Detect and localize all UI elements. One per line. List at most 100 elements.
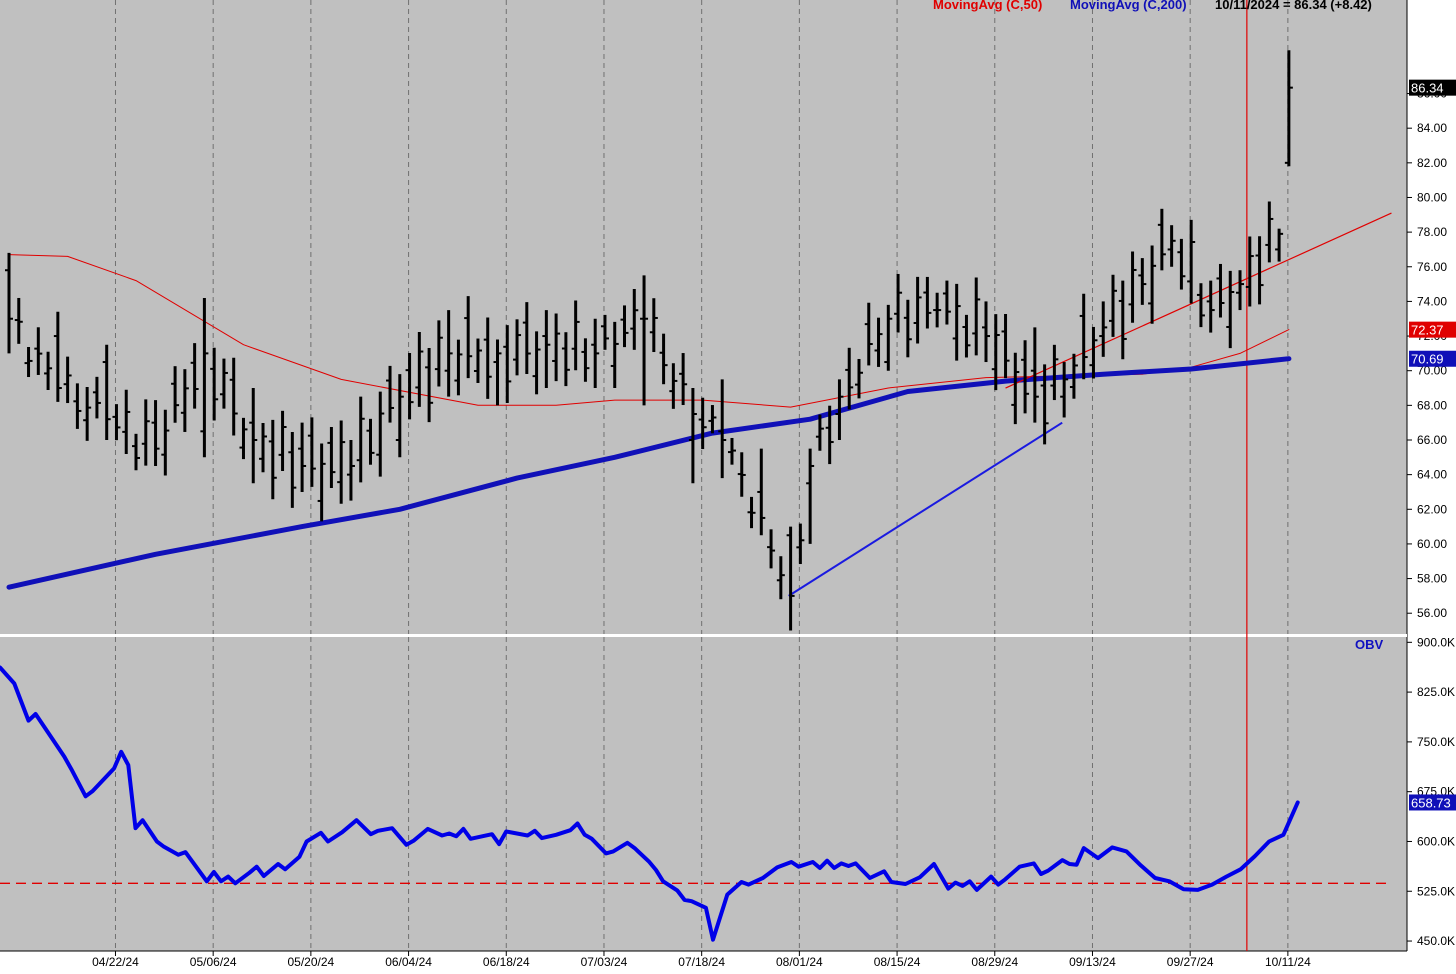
ohlc-bar (434, 320, 443, 387)
ohlc-bar (884, 304, 893, 371)
ohlc-bar (1118, 280, 1127, 360)
ohlc-bar (1060, 362, 1069, 418)
x-tick-label: 09/13/24 (1069, 955, 1116, 969)
y-tick-label: 825.0K (1417, 685, 1455, 699)
value-tag: 658.73 (1409, 794, 1456, 811)
ohlc-bar (1069, 353, 1078, 399)
ohlc-bar (249, 388, 258, 484)
ohlc-bar (83, 387, 92, 441)
ohlc-bar (327, 426, 336, 489)
trendline (788, 421, 1063, 597)
ohlc-bar (1245, 236, 1254, 307)
ohlc-bar (268, 419, 277, 500)
ohlc-bar (493, 339, 502, 406)
ohlc-bar (815, 414, 824, 451)
ohlc-bar (405, 352, 414, 420)
ohlc-bar (786, 526, 795, 631)
value-tag-bg (1409, 794, 1456, 811)
ohlc-bar (229, 357, 238, 436)
ohlc-bar (1128, 251, 1137, 323)
x-tick-label: 04/22/24 (92, 955, 139, 969)
ohlc-bar (473, 338, 482, 383)
ohlc-bar (1001, 314, 1010, 379)
ohlc-bar (982, 301, 990, 363)
ohlc-bar (640, 275, 649, 406)
legend-ma200: MovingAvg (C,200) (1070, 0, 1187, 12)
ohlc-bar (962, 314, 971, 358)
ohlc-bar (854, 358, 863, 399)
ohlc-bar (1177, 238, 1186, 290)
y-tick-label: 70.00 (1417, 364, 1447, 378)
ohlc-bar (307, 417, 316, 487)
price-panel-background (0, 0, 1407, 634)
value-tag: 70.69 (1409, 350, 1456, 367)
y-tick-label: 74.00 (1417, 294, 1447, 308)
ohlc-bar (806, 448, 815, 544)
ohlc-bar (620, 305, 629, 348)
ohlc-bar (1109, 274, 1118, 337)
ohlc-bar (298, 422, 307, 492)
y-tick-label: 76.00 (1417, 260, 1447, 274)
x-tick-label: 07/18/24 (678, 955, 725, 969)
x-tick-label: 09/27/24 (1167, 955, 1214, 969)
ohlc-bar (688, 388, 697, 484)
ohlc-bar (522, 302, 531, 374)
ohlc-bar (53, 311, 62, 402)
obv-lines (0, 665, 1300, 942)
ohlc-bar (1089, 326, 1098, 379)
legend-ma50: MovingAvg (C,50) (933, 0, 1042, 12)
y-tick-label: 62.00 (1417, 502, 1447, 516)
y-tick-label: 750.0K (1417, 735, 1455, 749)
ohlc-bar (122, 389, 131, 455)
ohlc-bar (1236, 270, 1245, 311)
x-axis-background (0, 951, 1456, 974)
ohlc-bar (747, 496, 756, 529)
ohlc-bar (659, 333, 668, 385)
ohlc-bar (5, 252, 13, 354)
y-tick-label: 84.00 (1417, 121, 1447, 135)
ohlc-bar (923, 276, 932, 329)
value-tag-bg (1409, 321, 1456, 338)
ohlc-bar (219, 358, 228, 409)
ohlc-bar (444, 310, 453, 397)
x-axis-ticks: 04/22/24 05/06/24 05/20/24 06/04/24 06/18/24… (92, 951, 1311, 969)
x-tick-label: 07/03/24 (581, 955, 628, 969)
ohlc-bar (767, 529, 776, 569)
x-tick-label: 08/01/24 (776, 955, 823, 969)
ohlc-bar (1138, 258, 1147, 305)
ohlc-bar (112, 404, 121, 441)
ohlc-bar (151, 400, 160, 466)
ohlc-bar (239, 417, 248, 460)
ohlc-bar (1011, 352, 1020, 425)
y-tick-label: 66.00 (1417, 433, 1447, 447)
y-tick-label: 60.00 (1417, 537, 1447, 551)
y-tick-label: 56.00 (1417, 606, 1447, 620)
ohlc-bar (825, 405, 834, 465)
y-tick-label: 68.00 (1417, 398, 1447, 412)
ohlc-bar (288, 432, 297, 508)
ohlc-bar (630, 289, 639, 350)
ohlc-bar (552, 313, 561, 382)
legend: MovingAvg (C,50) MovingAvg (C,200) 10/11… (933, 0, 1372, 12)
ohlc-bar (991, 314, 1000, 391)
ohlc-bar (73, 383, 82, 429)
ohlc-bar (727, 437, 736, 465)
value-tag-text: 658.73 (1411, 795, 1451, 810)
ohlc-bar (425, 347, 434, 423)
ohlc-bar (1216, 263, 1225, 318)
ohlc-bar (503, 325, 512, 404)
value-tag-text: 70.69 (1411, 352, 1444, 367)
ohlc-bar (200, 297, 209, 458)
ohlc-bar (835, 379, 844, 440)
ohlc-bar (894, 273, 903, 333)
ohlc-bar (1157, 208, 1166, 271)
ohlc-bar (180, 369, 189, 432)
ohlc-bar (171, 366, 180, 423)
y-tick-label: 80.00 (1417, 190, 1447, 204)
ohlc-bar (972, 277, 981, 356)
x-tick-label: 10/11/24 (1265, 955, 1311, 969)
ohlc-bar (1030, 327, 1039, 423)
ohlc-bar (346, 439, 355, 501)
ohlc-bar (1040, 364, 1049, 445)
y-tick-label: 64.00 (1417, 468, 1447, 482)
